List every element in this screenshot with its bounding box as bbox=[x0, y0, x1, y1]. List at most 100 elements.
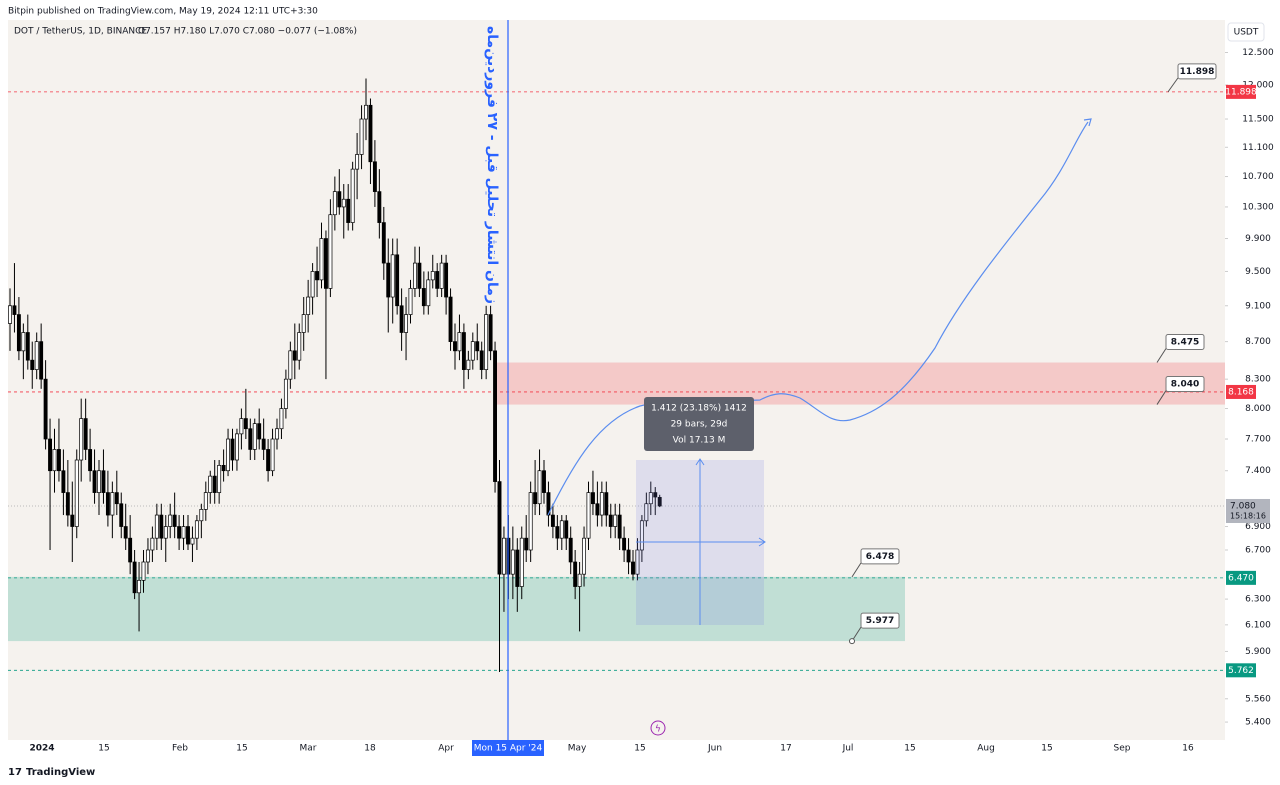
candle-body bbox=[177, 526, 182, 539]
candle-body bbox=[488, 314, 493, 352]
candle-body bbox=[595, 503, 600, 516]
candle-body bbox=[337, 191, 342, 208]
candle-body bbox=[128, 537, 133, 563]
candle-body bbox=[631, 561, 635, 575]
candle-body bbox=[34, 341, 39, 370]
x-tick-label: Mar bbox=[300, 744, 317, 754]
price-label-box bbox=[1226, 570, 1256, 585]
candle-body bbox=[413, 262, 417, 289]
x-tick-label: Feb bbox=[172, 744, 188, 754]
measure-line: 1.412 (23.18%) 1412 bbox=[651, 404, 747, 414]
candle-body bbox=[568, 537, 573, 563]
x-tick-label: 15 bbox=[1041, 744, 1052, 754]
x-tick-label: Jul bbox=[842, 744, 854, 754]
candle-body bbox=[528, 492, 533, 551]
candle-body bbox=[275, 428, 279, 440]
brand: TradingView bbox=[26, 767, 95, 778]
x-tick-label: 15 bbox=[634, 744, 645, 754]
candle-body bbox=[48, 438, 53, 472]
candle-body bbox=[25, 332, 30, 361]
candle-body bbox=[114, 492, 119, 505]
candle-body bbox=[404, 314, 409, 333]
candle-body bbox=[599, 492, 604, 516]
candle-body bbox=[105, 492, 110, 516]
y-tick-label: 9.500 bbox=[1245, 267, 1271, 277]
candle-body bbox=[479, 350, 484, 370]
candle-body bbox=[617, 514, 622, 539]
candle-body bbox=[101, 470, 106, 493]
x-tick-label: 2024 bbox=[29, 744, 54, 754]
countdown: 15:18:16 bbox=[1230, 511, 1266, 520]
candle-body bbox=[239, 418, 244, 435]
projection-curve bbox=[547, 121, 1089, 516]
candle-body bbox=[194, 520, 199, 539]
price-label: 6.470 bbox=[1228, 573, 1254, 583]
projection-arrow bbox=[1083, 118, 1092, 127]
candle-body bbox=[226, 438, 230, 472]
candle-body bbox=[453, 341, 457, 352]
candle-body bbox=[16, 314, 21, 352]
candle-body bbox=[435, 271, 440, 289]
candle-body bbox=[97, 470, 101, 493]
y-tick-label: 10.700 bbox=[1242, 172, 1274, 182]
candle-body bbox=[608, 514, 613, 527]
event-icon[interactable] bbox=[650, 720, 666, 736]
x-tick-label: Sep bbox=[1114, 744, 1131, 754]
candle-body bbox=[573, 561, 578, 587]
candle-body bbox=[315, 271, 320, 281]
callout-box bbox=[1165, 334, 1205, 351]
candle-body bbox=[212, 475, 217, 493]
candle-body bbox=[252, 423, 257, 450]
candle-body bbox=[199, 509, 204, 522]
callout-leader bbox=[1156, 390, 1167, 405]
candle-body bbox=[132, 561, 137, 594]
candle-body bbox=[470, 341, 475, 361]
candle-body bbox=[8, 305, 12, 324]
candle-body bbox=[524, 537, 529, 551]
x-tick-label: 18 bbox=[364, 744, 376, 754]
candle-body bbox=[484, 314, 489, 370]
last-price-label: 7.080 bbox=[1230, 501, 1256, 511]
y-tick-label: 12.500 bbox=[1242, 48, 1274, 58]
candle-body bbox=[582, 537, 587, 575]
candle-body bbox=[622, 537, 627, 551]
candle-body bbox=[123, 526, 128, 539]
price-label: 8.168 bbox=[1228, 387, 1254, 397]
event-icon-glyph[interactable]: ϟ bbox=[655, 725, 661, 735]
cursor-date-box bbox=[472, 740, 544, 756]
candle-body bbox=[235, 433, 239, 461]
price-label-box bbox=[1226, 384, 1256, 399]
candle-body bbox=[635, 549, 640, 575]
candle-body bbox=[564, 520, 569, 539]
currency-box[interactable] bbox=[1227, 22, 1265, 42]
candle-body bbox=[150, 537, 155, 551]
candle-body bbox=[52, 449, 57, 472]
y-tick-label: 5.400 bbox=[1245, 718, 1271, 728]
candle-body bbox=[328, 214, 333, 289]
candle-body bbox=[190, 537, 195, 545]
candle-body bbox=[408, 288, 413, 315]
candle-body bbox=[43, 378, 48, 440]
callout-label: 5.977 bbox=[866, 616, 894, 626]
candle-body bbox=[502, 537, 506, 575]
callout-box bbox=[860, 548, 900, 565]
candle-body bbox=[417, 262, 422, 289]
candle-body bbox=[292, 350, 297, 361]
x-tick-label: 15 bbox=[904, 744, 915, 754]
candle-body bbox=[65, 492, 70, 516]
candle-body bbox=[203, 492, 208, 510]
measure-line: 29 bars, 29d bbox=[671, 420, 728, 430]
candle-body bbox=[248, 428, 253, 450]
candle-body bbox=[30, 359, 35, 370]
candle-body bbox=[644, 503, 649, 522]
y-tick-label: 9.900 bbox=[1245, 234, 1271, 244]
candle-body bbox=[586, 492, 591, 539]
y-tick-label: 5.560 bbox=[1245, 694, 1271, 704]
candle-body bbox=[493, 350, 498, 482]
currency[interactable]: USDT bbox=[1234, 28, 1259, 38]
candle-body bbox=[88, 449, 93, 472]
candle-body bbox=[137, 579, 141, 594]
candle-body bbox=[306, 296, 311, 315]
candle-body bbox=[355, 154, 360, 170]
candle-body bbox=[372, 161, 377, 192]
